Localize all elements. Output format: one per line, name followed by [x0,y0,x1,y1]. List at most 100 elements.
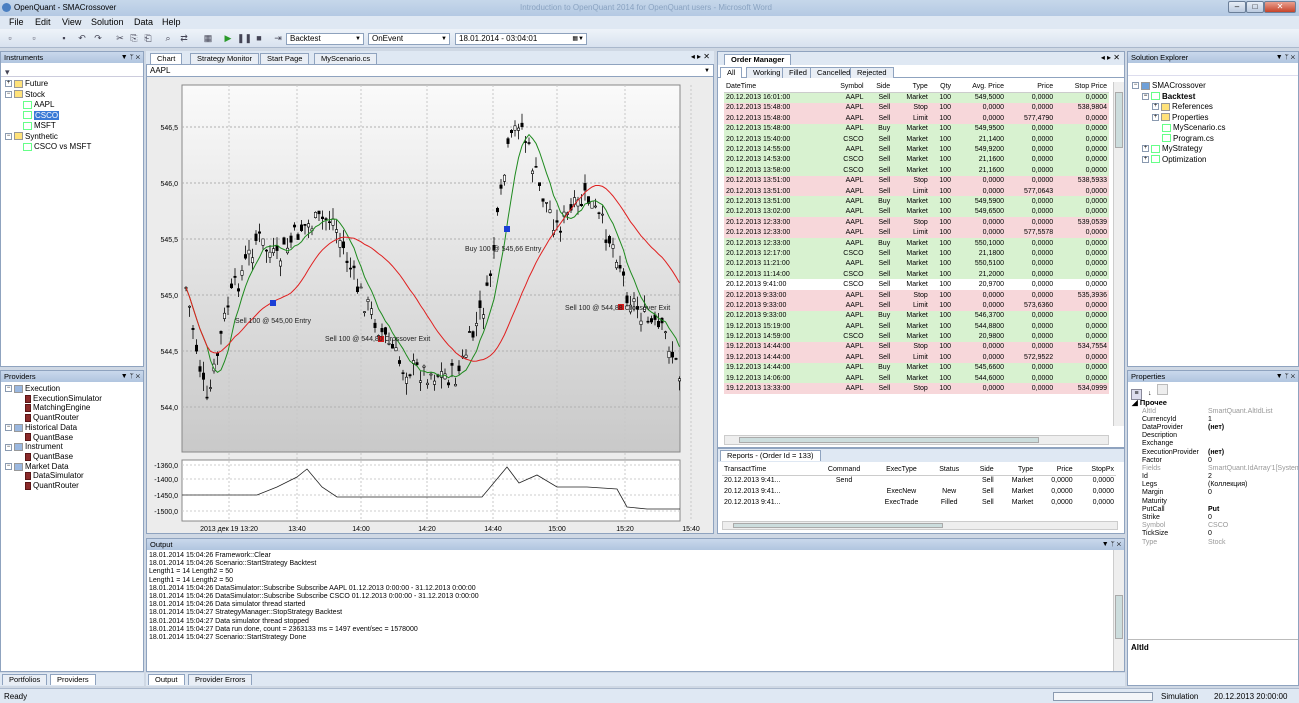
tab-rejected[interactable]: Rejected [850,67,894,78]
replace-icon[interactable]: ⇄ [180,33,188,43]
order-row[interactable]: 20.12.2013 9:41:00 CSCO Sell Market 100 20,97… [724,279,1109,290]
column-header[interactable]: Price [1056,465,1073,473]
tree-mystrategy[interactable]: + MyStrategy [1142,144,1203,153]
property-value[interactable] [1206,497,1299,505]
property-row[interactable]: Symbol CSCO [1140,522,1299,530]
column-header[interactable]: Symbol [825,82,866,93]
panel-buttons[interactable]: ▼ ᛘ ✕ [1275,54,1295,61]
column-header[interactable]: Qty [929,82,954,93]
column-header[interactable]: Command [827,465,861,473]
property-value[interactable]: (нет) [1208,448,1225,456]
collapse-icon[interactable]: − [5,463,12,471]
tab-reports[interactable]: Reports - (Order Id = 133) [720,450,821,461]
property-value[interactable]: Put [1208,505,1220,513]
play-icon[interactable]: ▶ [224,33,232,43]
filter-icon[interactable]: ▾ [5,67,10,77]
property-row[interactable]: ExecutionProvider (нет) [1140,448,1299,456]
stop-icon[interactable]: ■ [256,33,262,43]
order-row[interactable]: 19.12.2013 14:59:00 CSCO Sell Market 100 20,9… [724,331,1109,342]
tree-csco[interactable]: CSCO [5,110,139,122]
date-picker[interactable]: 18.01.2014 - 03:04:01 ▦▼ [455,33,587,45]
close-button[interactable]: ✕ [1264,1,1296,13]
column-header[interactable]: Stop Price [1055,82,1109,93]
panel-buttons[interactable]: ▼ ᛘ ✕ [1101,541,1121,548]
report-row[interactable]: 20.12.2013 9:41... Send Sell Market 0,0000 0,… [722,475,1116,486]
tree-csco-vs-msft[interactable]: CSCO vs MSFT [5,142,139,153]
tree-stock[interactable]: − Stock [5,89,46,99]
property-row[interactable]: Id 2 [1140,473,1299,481]
column-header[interactable]: Type [892,82,930,93]
tree-msft[interactable]: MSFT [5,121,139,132]
property-row[interactable]: CurrencyId 1 [1140,415,1299,423]
cut-icon[interactable]: ✂ [116,33,124,43]
calendar-icon[interactable]: ▦ [203,33,213,43]
provider-item[interactable]: MatchingEngine [5,403,139,413]
order-row[interactable]: 19.12.2013 13:33:00 AAPL Sell Stop 100 0,0000… [724,383,1109,394]
provider-item[interactable]: DataSimulator [5,471,139,481]
new-icon[interactable]: ▫ [8,33,12,43]
tab-providers[interactable]: Providers [50,674,96,685]
new-document-icon[interactable]: ▫ [32,33,36,43]
tree-solution[interactable]: − SMACrossover [1132,81,1206,90]
property-value[interactable]: 0 [1208,489,1212,497]
order-row[interactable]: 19.12.2013 14:06:00 AAPL Sell Market 100 544,… [724,372,1109,384]
column-header[interactable]: DateTime [724,82,826,93]
collapse-icon[interactable]: − [5,90,12,98]
tree-aapl[interactable]: AAPL [5,100,139,111]
menu-data[interactable]: Data [134,17,154,27]
sort-alpha-icon[interactable]: ↓ [1147,390,1152,397]
column-header[interactable]: Avg. Price [953,82,1007,93]
tab-output[interactable]: Output [148,674,185,685]
property-value[interactable]: SmartQuant.IdArray'1[System [1208,464,1299,472]
buy-marker[interactable] [504,226,510,232]
order-row[interactable]: 20.12.2013 12:33:00 AAPL Sell Stop 100 0,0000… [724,217,1109,228]
minimize-button[interactable]: – [1228,1,1246,13]
save-icon[interactable]: ▪ [62,33,66,43]
order-row[interactable]: 20.12.2013 13:51:00 AAPL Sell Limit 100 0,000… [724,185,1109,197]
sell-marker[interactable] [270,300,276,306]
orders-scrollbar[interactable] [1113,82,1124,426]
order-row[interactable]: 19.12.2013 15:19:00 AAPL Sell Market 100 544,… [724,320,1109,332]
panel-buttons[interactable]: ▼ ᛘ ✕ [120,373,140,380]
order-row[interactable]: 20.12.2013 12:33:00 AAPL Sell Limit 100 0,000… [724,227,1109,238]
order-row[interactable]: 20.12.2013 13:51:00 AAPL Buy Market 100 549,5… [724,196,1109,207]
property-value[interactable]: (нет) [1208,423,1225,431]
property-row[interactable]: Legs (Коллекция) [1140,481,1299,489]
property-pages-icon[interactable] [1157,384,1169,395]
order-row[interactable]: 20.12.2013 13:02:00 AAPL Sell Market 100 549,… [724,206,1109,218]
tree-market-data[interactable]: − Market Data [5,461,69,471]
output-scrollbar[interactable] [1113,550,1124,671]
order-row[interactable]: 20.12.2013 11:21:00 AAPL Sell Market 100 550,… [724,258,1109,270]
pause-icon[interactable]: ❚❚ [237,33,253,43]
collapse-icon[interactable]: − [5,132,12,140]
order-row[interactable]: 19.12.2013 14:44:00 AAPL Buy Market 100 545,6… [724,362,1109,373]
order-row[interactable]: 20.12.2013 14:53:00 CSCO Sell Market 100 21,1… [724,154,1109,166]
column-header[interactable]: Status [939,465,960,473]
menu-help[interactable]: Help [162,17,181,27]
order-row[interactable]: 20.12.2013 16:01:00 AAPL Sell Market 100 549,… [724,92,1109,103]
property-row[interactable]: Description [1140,432,1299,440]
order-row[interactable]: 20.12.2013 14:55:00 AAPL Sell Market 100 549,… [724,144,1109,155]
expand-icon[interactable]: + [5,80,12,88]
scroll-thumb[interactable] [1115,595,1123,639]
column-header[interactable]: TransactTime [724,465,767,473]
undo-icon[interactable]: ↶ [78,33,86,43]
order-row[interactable]: 20.12.2013 15:48:00 AAPL Sell Limit 100 0,000… [724,113,1109,124]
menu-edit[interactable]: Edit [35,17,51,27]
expand-icon[interactable]: + [1142,145,1149,153]
provider-item[interactable]: QuantBase [5,433,139,443]
order-row[interactable]: 20.12.2013 12:33:00 AAPL Buy Market 100 550,1… [724,237,1109,249]
collapse-icon[interactable]: − [1132,82,1139,90]
mode-select[interactable]: Backtest ▼ [286,33,364,45]
order-row[interactable]: 20.12.2013 9:33:00 AAPL Buy Market 100 546,37… [724,310,1109,321]
order-row[interactable]: 19.12.2013 14:44:00 AAPL Sell Limit 100 0,000… [724,352,1109,363]
tab-order-manager[interactable]: Order Manager [724,54,792,65]
tree-properties[interactable]: + Properties [1152,112,1209,122]
column-header[interactable]: StopPx [1091,465,1114,473]
property-value[interactable]: SmartQuant.AltIdList [1208,407,1273,415]
chart-symbol-select[interactable]: AAPL ▼ [147,65,713,77]
property-value[interactable]: 1 [1208,415,1212,423]
column-header[interactable]: ExecType [886,465,917,473]
provider-item[interactable]: ExecutionSimulator [5,394,139,404]
provider-item[interactable]: QuantRouter [5,413,139,423]
